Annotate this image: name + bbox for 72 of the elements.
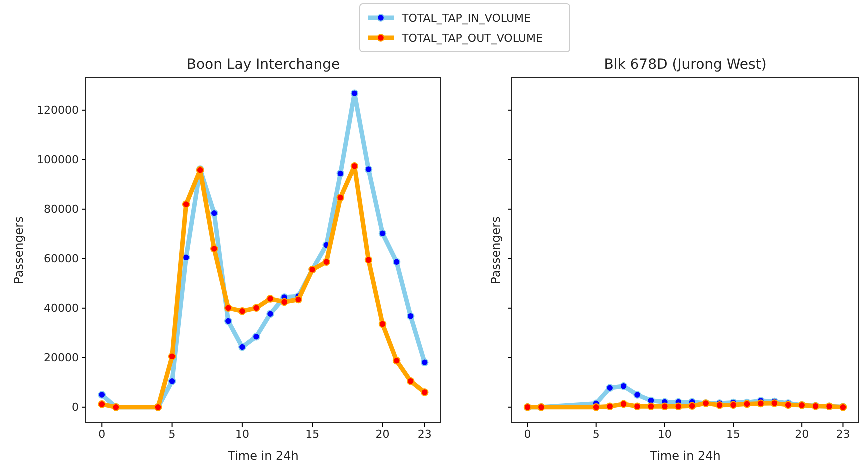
y-tick-label: 120000 <box>37 104 79 117</box>
x-tick-label: 0 <box>524 428 532 441</box>
y-tick-label: 100000 <box>37 153 79 166</box>
point <box>224 304 232 312</box>
x-tick-label: 5 <box>168 428 176 441</box>
point <box>406 378 415 386</box>
x-tick-label: 20 <box>795 428 810 441</box>
point <box>294 296 302 304</box>
point <box>238 343 246 352</box>
x-tick-label: 23 <box>418 428 432 441</box>
x-tick-label: 0 <box>98 428 106 441</box>
x-tick-label: 15 <box>306 428 320 441</box>
point <box>757 400 765 408</box>
point <box>592 404 600 412</box>
point <box>168 378 176 386</box>
point <box>98 391 106 399</box>
point <box>280 298 288 306</box>
point <box>98 400 106 408</box>
x-tick-label: 5 <box>592 428 600 441</box>
point <box>168 352 176 361</box>
y-axis-title: Passengers <box>12 216 26 284</box>
point <box>420 358 429 366</box>
point <box>238 308 246 316</box>
point <box>688 402 696 410</box>
point <box>406 312 415 320</box>
point <box>634 391 642 399</box>
point <box>620 382 628 390</box>
x-tick-label: 10 <box>658 428 672 441</box>
point <box>378 230 387 238</box>
y-tick-label: 20000 <box>44 351 79 364</box>
y-tick-label: 80000 <box>44 202 79 216</box>
y-tick-label: 40000 <box>44 302 79 315</box>
point <box>350 162 359 170</box>
point <box>182 200 190 208</box>
point <box>674 402 683 411</box>
chart-title: Blk 678D (Jurong West) <box>604 57 767 73</box>
point <box>378 320 387 328</box>
y-axis-title: Passengers <box>489 216 503 284</box>
x-axis-title: Time in 24h <box>649 449 721 463</box>
x-tick-label: 23 <box>836 428 850 441</box>
x-axis-title: Time in 24h <box>227 449 299 463</box>
point <box>266 310 274 318</box>
point <box>620 400 628 408</box>
point <box>266 295 274 303</box>
x-tick-label: 20 <box>376 428 390 441</box>
point <box>661 402 669 411</box>
y-tick-label: 60000 <box>44 252 79 266</box>
point <box>606 384 614 392</box>
point <box>392 357 401 365</box>
point <box>606 402 614 411</box>
legend-label: TOTAL_TAP_IN_VOLUME <box>401 12 532 25</box>
point <box>634 402 642 411</box>
y-tick-label: 0 <box>72 400 79 414</box>
point <box>364 166 373 174</box>
point <box>210 245 218 253</box>
point <box>252 304 260 312</box>
x-tick-label: 10 <box>235 428 250 441</box>
legend-label: TOTAL_TAP_OUT_VOLUME <box>401 32 543 45</box>
chart-title: Boon Lay Interchange <box>186 57 340 73</box>
point <box>364 256 373 264</box>
point <box>322 258 331 266</box>
point <box>420 388 429 396</box>
point <box>336 194 345 202</box>
point <box>350 90 359 98</box>
point <box>392 258 401 266</box>
point <box>730 401 738 410</box>
point <box>336 170 345 178</box>
point <box>224 317 232 326</box>
point <box>647 402 656 411</box>
point <box>252 332 260 341</box>
point <box>210 210 218 218</box>
x-tick-label: 15 <box>726 428 741 441</box>
